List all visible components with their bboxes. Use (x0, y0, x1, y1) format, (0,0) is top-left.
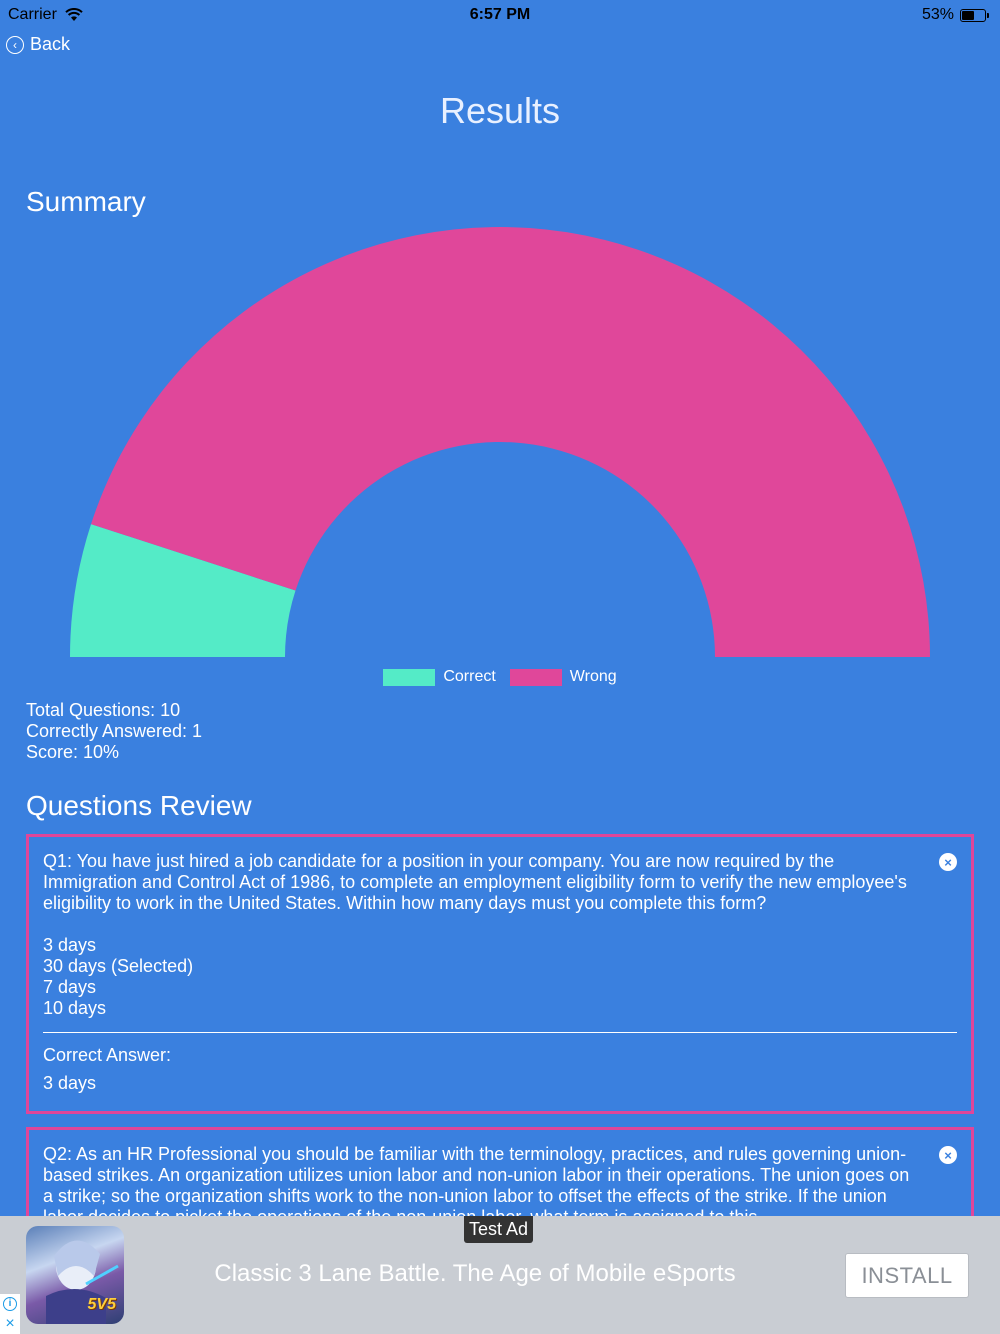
carrier-label: Carrier (8, 6, 57, 23)
question-text: Q1: You have just hired a job candidate … (43, 851, 907, 913)
legend-swatch-wrong (509, 668, 562, 686)
status-right: 53% (921, 6, 989, 24)
legend-swatch-correct (383, 668, 436, 686)
battery-icon (960, 8, 989, 22)
back-button[interactable]: ‹ Back (6, 34, 70, 55)
summary-stats: Total Questions: 10 Correctly Answered: … (26, 700, 202, 763)
battery-fill (962, 10, 974, 20)
question-text: Q2: As an HR Professional you should be … (43, 1144, 910, 1224)
legend-item-correct[interactable]: Correct (383, 668, 496, 686)
wrong-answer-close-icon: × (939, 853, 957, 871)
game-character-icon (46, 1240, 119, 1324)
score: Score: 10% (26, 742, 120, 762)
install-button[interactable]: INSTALL (845, 1253, 969, 1298)
status-bar: Carrier 6:57 PM 53% (0, 0, 1000, 30)
adchoices-info-icon[interactable]: i (3, 1296, 17, 1311)
page-title: Results (439, 90, 561, 131)
chart-slice-correct[interactable] (70, 524, 296, 657)
wifi-icon (65, 8, 83, 21)
adchoices-close-icon[interactable]: × (5, 1314, 15, 1332)
answer-option: 3 days (43, 935, 97, 955)
legend-label-correct: Correct (443, 668, 496, 685)
answer-option: 7 days (43, 977, 97, 997)
summary-title: Summary (26, 186, 146, 217)
adchoices[interactable]: i × (0, 1294, 20, 1334)
back-chevron-icon: ‹ (6, 35, 24, 54)
question-card: × Q1: You have just hired a job candidat… (26, 834, 974, 1114)
answer-option: 10 days (43, 998, 107, 1018)
status-left: Carrier (8, 6, 83, 24)
chart-legend: Correct Wrong (0, 668, 1000, 686)
correctly-answered: Correctly Answered: 1 (26, 721, 203, 741)
legend-label-wrong: Wrong (569, 668, 617, 685)
questions-review-title: Questions Review (26, 790, 252, 821)
test-ad-tag: Test Ad (464, 1216, 534, 1243)
ad-banner[interactable]: Test Ad 5V5 Classic 3 Lane Battle. The A… (0, 1216, 1000, 1334)
total-questions: Total Questions: 10 (26, 700, 181, 720)
answer-options: 3 days 30 days (Selected) 7 days 10 days (43, 935, 957, 1019)
legend-item-wrong[interactable]: Wrong (509, 668, 617, 686)
question-card: × Q2: As an HR Professional you should b… (26, 1127, 974, 1227)
chart-slice-wrong[interactable] (91, 226, 931, 658)
back-label: Back (30, 34, 71, 54)
wrong-answer-close-icon: × (939, 1146, 957, 1164)
game-app-icon[interactable]: 5V5 (26, 1226, 124, 1324)
answer-option: 30 days (Selected) (43, 956, 194, 976)
status-time: 6:57 PM (469, 6, 531, 23)
ad-headline[interactable]: Classic 3 Lane Battle. The Age of Mobile… (214, 1260, 736, 1287)
game-badge: 5V5 (87, 1296, 116, 1313)
results-half-doughnut-chart (70, 226, 931, 658)
card-divider (43, 1032, 957, 1033)
correct-answer-value: 3 days (43, 1073, 97, 1093)
battery-percent: 53% (921, 6, 954, 23)
correct-answer-label: Correct Answer: (43, 1045, 172, 1065)
